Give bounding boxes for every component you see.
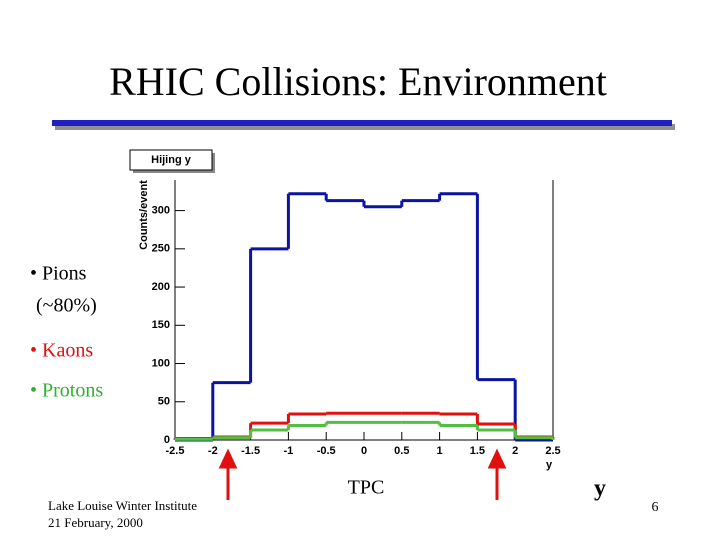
legend-bullet: • xyxy=(30,263,37,285)
footer-line: 21 February, 2000 xyxy=(48,515,143,530)
y-tick-label: 150 xyxy=(152,319,170,331)
rapidity-label: y xyxy=(594,476,606,502)
footer-line: Lake Louise Winter Institute xyxy=(48,498,197,513)
x-tick-label: -2 xyxy=(208,445,218,457)
y-tick-label: 50 xyxy=(158,396,170,408)
slide-title: RHIC Collisions: Environment xyxy=(109,59,607,104)
x-tick-label: -1 xyxy=(284,445,294,457)
y-tick-label: 100 xyxy=(152,357,170,369)
y-tick-label: 250 xyxy=(152,243,170,255)
y-tick-label: 0 xyxy=(164,434,170,446)
arrow-head xyxy=(218,448,238,469)
x-tick-label: 1.5 xyxy=(470,445,485,457)
legend-label: Pions xyxy=(42,263,87,285)
y-tick-label: 300 xyxy=(152,204,170,216)
legend-bullet: • xyxy=(30,380,37,402)
x-tick-label: 0 xyxy=(361,445,367,457)
page-number: 6 xyxy=(652,500,659,515)
y-axis-label: Counts/event xyxy=(138,180,150,250)
x-tick-label: -0.5 xyxy=(317,445,336,457)
legend-label: Protons xyxy=(42,380,103,402)
x-tick-label: 0.5 xyxy=(394,445,409,457)
hist-title: Hijing y xyxy=(151,154,192,166)
hist-title-box xyxy=(129,149,213,171)
annotation: (~80%) xyxy=(36,295,97,317)
legend-bullet: • xyxy=(30,340,37,362)
y-tick-label: 200 xyxy=(152,281,170,293)
x-tick-label: 1 xyxy=(437,445,443,457)
x-tick-label: 2 xyxy=(512,445,518,457)
x-tick-label: -1.5 xyxy=(241,445,260,457)
title-rule xyxy=(52,120,672,126)
x-axis-label: y xyxy=(546,459,553,471)
x-tick-label: 2.5 xyxy=(545,445,560,457)
legend-label: Kaons xyxy=(42,340,93,362)
title-rule-shadow xyxy=(55,124,675,130)
detector-label: TPC xyxy=(348,477,385,499)
x-tick-label: -2.5 xyxy=(166,445,185,457)
arrow-head xyxy=(487,448,507,469)
